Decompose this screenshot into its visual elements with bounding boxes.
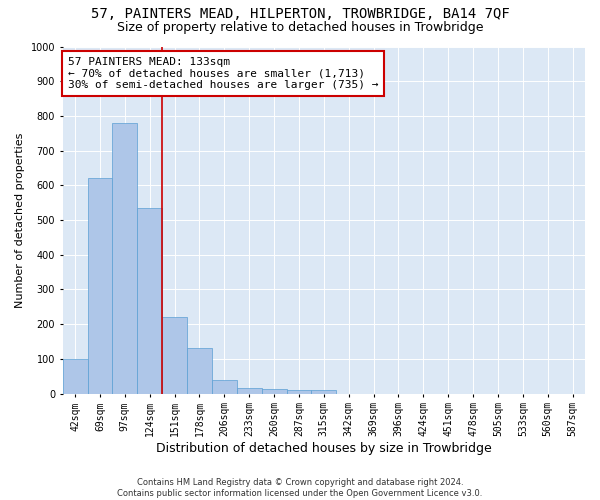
Bar — [137, 208, 162, 394]
Bar — [162, 317, 187, 394]
Bar — [62, 359, 88, 394]
Bar — [237, 388, 262, 394]
Bar — [262, 390, 287, 394]
X-axis label: Distribution of detached houses by size in Trowbridge: Distribution of detached houses by size … — [156, 442, 492, 455]
Bar — [287, 390, 311, 394]
Y-axis label: Number of detached properties: Number of detached properties — [15, 132, 25, 308]
Text: 57 PAINTERS MEAD: 133sqm
← 70% of detached houses are smaller (1,713)
30% of sem: 57 PAINTERS MEAD: 133sqm ← 70% of detach… — [68, 57, 379, 90]
Bar — [212, 380, 237, 394]
Text: Contains HM Land Registry data © Crown copyright and database right 2024.
Contai: Contains HM Land Registry data © Crown c… — [118, 478, 482, 498]
Text: 57, PAINTERS MEAD, HILPERTON, TROWBRIDGE, BA14 7QF: 57, PAINTERS MEAD, HILPERTON, TROWBRIDGE… — [91, 8, 509, 22]
Bar — [88, 178, 112, 394]
Bar — [187, 348, 212, 394]
Text: Size of property relative to detached houses in Trowbridge: Size of property relative to detached ho… — [117, 21, 483, 34]
Bar — [311, 390, 336, 394]
Bar — [112, 123, 137, 394]
